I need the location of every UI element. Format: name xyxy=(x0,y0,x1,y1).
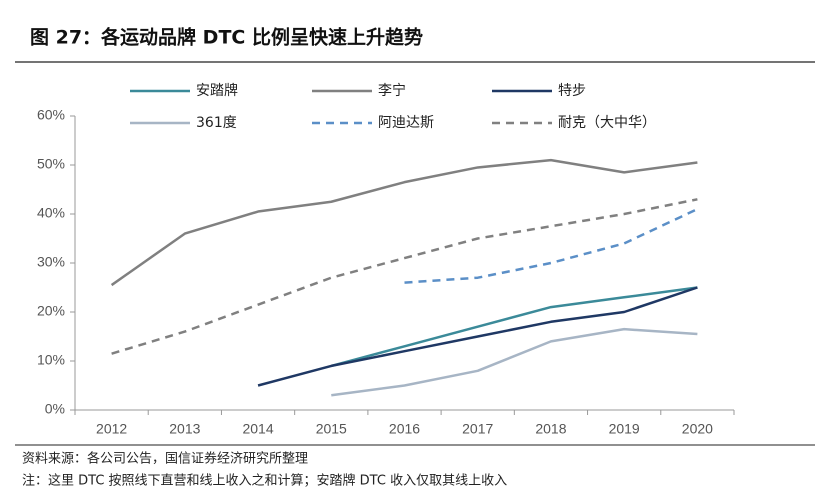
x-tick-label: 2013 xyxy=(169,421,200,437)
x-tick-label: 2020 xyxy=(682,421,713,437)
legend-label: 安踏牌 xyxy=(196,82,238,99)
x-tick-label: 2012 xyxy=(96,421,127,437)
x-tick-label: 2016 xyxy=(389,421,420,437)
legend-label: 阿迪达斯 xyxy=(378,115,434,131)
series-line xyxy=(404,207,698,284)
x-tick-label: 2015 xyxy=(316,421,347,437)
x-tick-label: 2019 xyxy=(609,421,640,437)
series-line xyxy=(331,327,698,397)
chart-title: 图 27：各运动品牌 DTC 比例呈快速上升趋势 xyxy=(30,26,423,49)
note: 注：这里 DTC 按照线下直营和线上收入之和计算；安踏牌 DTC 收入仅取其线上… xyxy=(22,473,507,489)
y-tick-label: 10% xyxy=(37,352,65,368)
y-tick-label: 50% xyxy=(37,156,65,172)
x-tick-label: 2018 xyxy=(535,421,566,437)
legend-label: 李宁 xyxy=(378,82,406,99)
legend-label: 361度 xyxy=(196,115,237,131)
y-tick-label: 20% xyxy=(37,303,65,319)
series-line xyxy=(110,158,698,287)
series-line xyxy=(257,286,698,387)
source: 资料来源：各公司公告，国信证券经济研究所整理 xyxy=(22,451,308,467)
y-tick-label: 30% xyxy=(37,254,65,270)
y-tick-label: 40% xyxy=(37,205,65,221)
legend-label: 特步 xyxy=(558,83,586,99)
y-tick-label: 0% xyxy=(45,401,65,417)
x-tick-label: 2014 xyxy=(242,421,273,437)
series-line xyxy=(330,286,698,368)
legend-label: 耐克（大中华） xyxy=(558,115,656,131)
x-tick-label: 2017 xyxy=(462,421,493,437)
y-tick-label: 60% xyxy=(37,107,65,123)
series-line xyxy=(111,198,698,355)
